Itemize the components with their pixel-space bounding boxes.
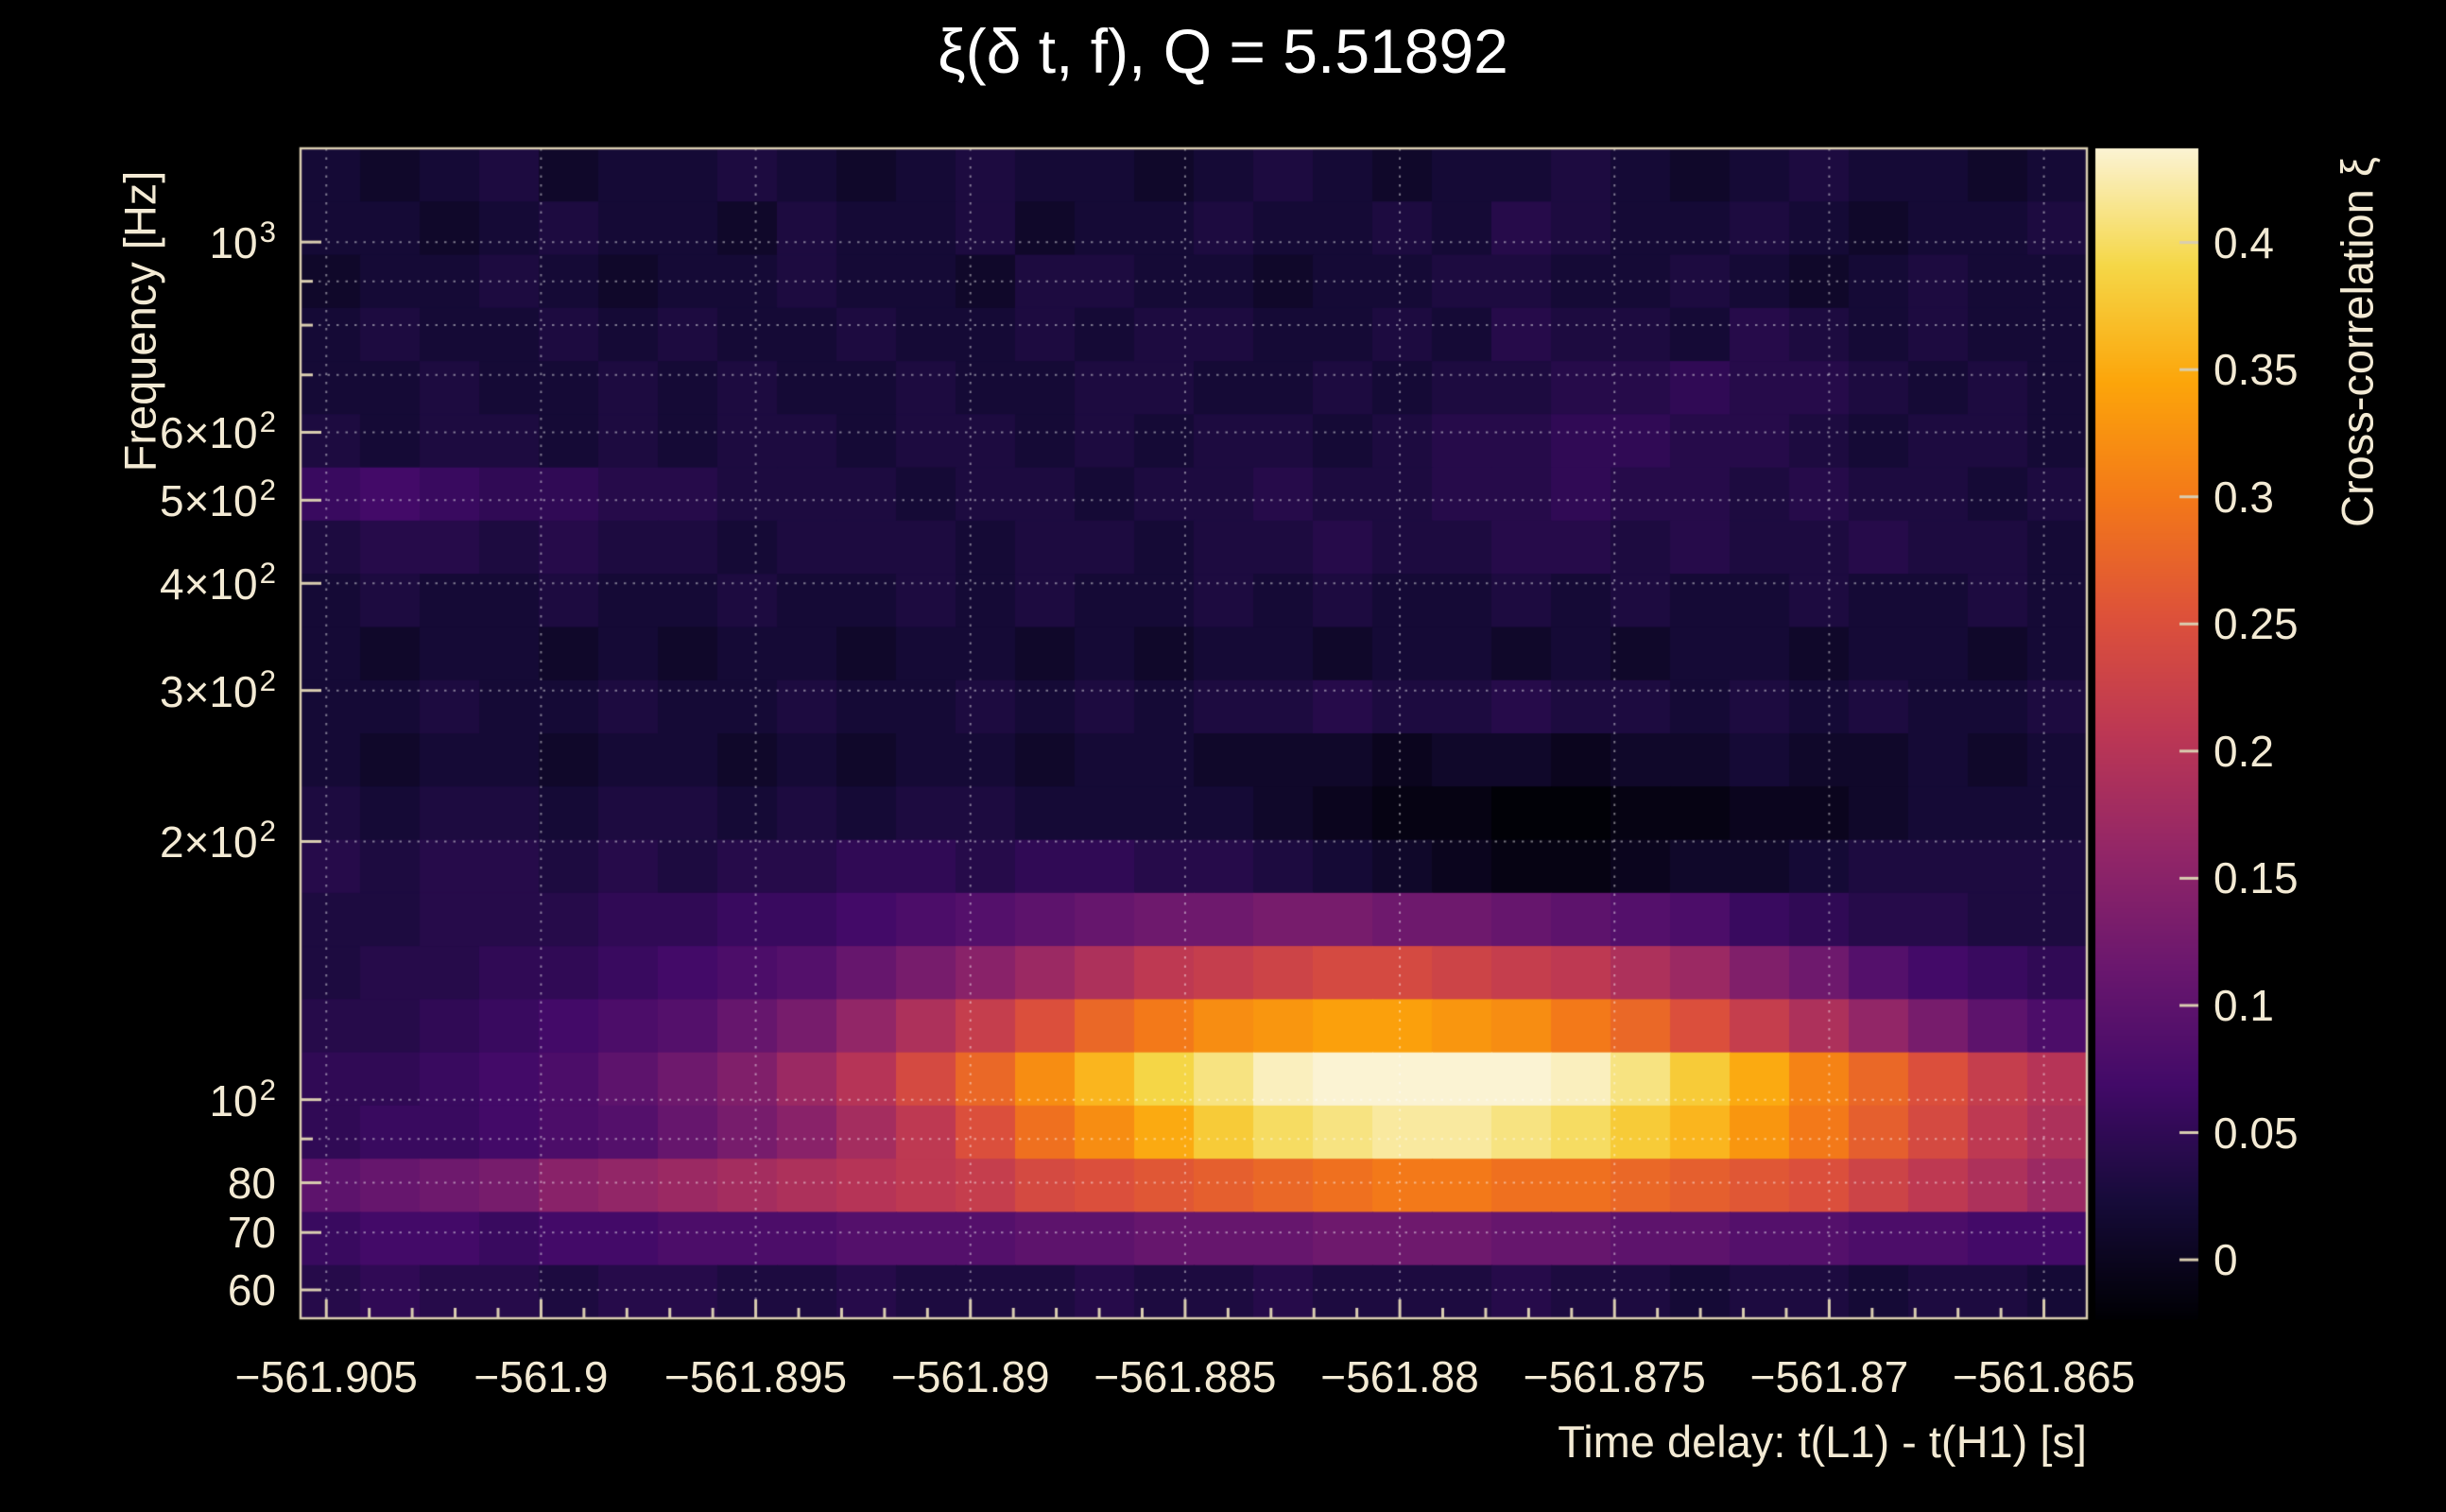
colorbar-tick-label: 0.05 <box>2213 1108 2299 1158</box>
x-tick-label: −561.885 <box>1094 1352 1277 1401</box>
x-tick-label: −561.88 <box>1320 1352 1479 1401</box>
y-axis-title: Frequency [Hz] <box>114 170 165 472</box>
colorbar-tick-label: 0.25 <box>2213 599 2299 649</box>
colorbar-tick-label: 0.3 <box>2213 472 2274 522</box>
colorbar-tick-label: 0.15 <box>2213 853 2299 903</box>
colorbar-title: Cross-correlation ξ <box>2332 157 2383 527</box>
y-tick-label: 2×102 <box>159 815 276 868</box>
colorbar-tick-label: 0.1 <box>2213 980 2274 1030</box>
y-tick-label: 5×102 <box>159 473 276 526</box>
y-tick-label: 103 <box>209 215 276 268</box>
chart-title: ξ(δ t, f), Q = 5.51892 <box>938 16 1508 86</box>
y-tick-label: 80 <box>227 1158 276 1208</box>
y-tick-label: 4×102 <box>159 557 276 610</box>
x-tick-label: −561.9 <box>474 1352 609 1401</box>
y-tick-label: 6×102 <box>159 405 276 458</box>
x-tick-label: −561.875 <box>1523 1352 1706 1401</box>
y-tick-label: 3×102 <box>159 663 276 716</box>
colorbar-tick-label: 0.2 <box>2213 726 2274 776</box>
x-tick-label: −561.865 <box>1952 1352 2136 1401</box>
colorbar-tick-label: 0.4 <box>2213 217 2274 267</box>
y-tick-label: 60 <box>227 1264 276 1314</box>
x-tick-label: −561.89 <box>890 1352 1050 1401</box>
x-axis-title: Time delay: t(L1) - t(H1) [s] <box>1558 1417 2087 1467</box>
x-tick-label: −561.895 <box>664 1352 848 1401</box>
x-tick-label: −561.905 <box>234 1352 418 1401</box>
colorbar-tick-label: 0 <box>2213 1235 2238 1285</box>
x-tick-label: −561.87 <box>1749 1352 1909 1401</box>
colorbar-tick-label: 0.35 <box>2213 345 2299 395</box>
y-tick-label: 102 <box>209 1073 276 1125</box>
y-tick-label: 70 <box>227 1208 276 1258</box>
